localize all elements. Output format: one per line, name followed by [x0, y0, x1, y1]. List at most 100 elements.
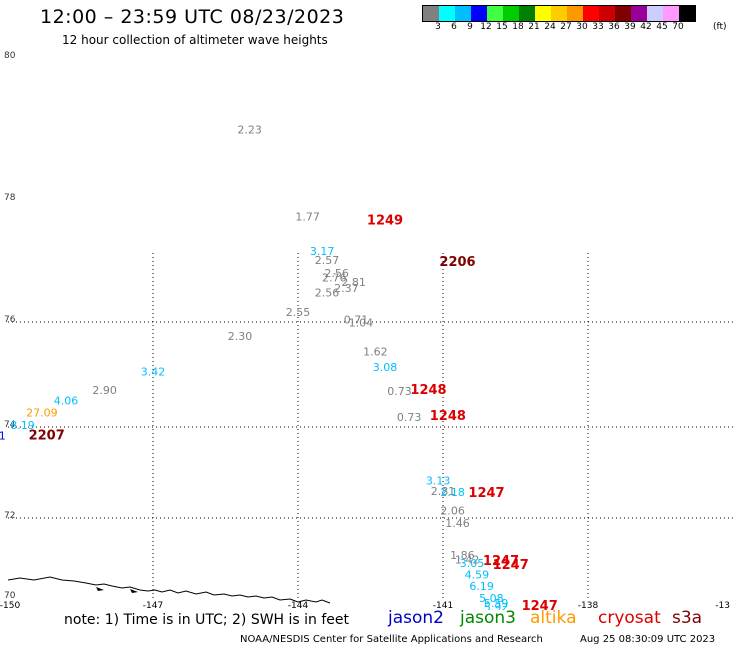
latitude-tick-label: 76: [4, 315, 16, 325]
wave-height-value: 2.81: [431, 485, 456, 498]
color-scale-tick-label: 70: [672, 22, 684, 32]
color-swatch: [679, 6, 695, 21]
pass-time-label: 1247: [483, 554, 519, 569]
pass-time-label: 2207: [29, 429, 65, 444]
wave-height-value: 1.46: [445, 517, 470, 530]
color-swatch: [487, 6, 503, 21]
color-scale-tick-label: 39: [624, 22, 636, 32]
wave-height-value: 2.37: [334, 282, 359, 295]
wave-height-value: 2.76: [322, 272, 347, 285]
color-scale-tick-label: 21: [528, 22, 540, 32]
longitude-tick-label: -147: [143, 601, 163, 610]
footnote: note: 1) Time is in UTC; 2) SWH is in fe…: [64, 612, 350, 628]
color-scale-unit: (ft): [713, 22, 727, 32]
color-swatch: [631, 6, 647, 21]
pass-time-label: 1249: [367, 213, 403, 228]
pass-time-label: 1247: [522, 599, 558, 610]
wave-height-value: 4.06: [54, 394, 79, 407]
axis-labels: 80 78 76 74 72 70-150 -147 -144 -141 -138 -13: [0, 51, 730, 610]
wave-height-value: 6.19: [469, 580, 494, 593]
color-scale-tick-label: 30: [576, 22, 588, 32]
color-swatch: [615, 6, 631, 21]
wave-height-value: 1.62: [363, 346, 388, 359]
wave-height-value: 2.90: [92, 384, 117, 397]
color-swatch: [535, 6, 551, 21]
pass-time-label: 1247: [468, 486, 504, 501]
wave-height-value: 2.06: [440, 504, 465, 517]
latitude-tick-label: 70: [4, 591, 16, 601]
wave-height-value: 5.59: [484, 597, 509, 610]
color-scale-tick-label: 27: [560, 22, 572, 32]
wave-height-value: 3.13: [426, 474, 451, 487]
wave-height-value: 0.73: [387, 385, 412, 398]
credit-line: NOAA/NESDIS Center for Satellite Applica…: [240, 634, 543, 645]
color-swatch: [439, 6, 455, 21]
wave-height-value: 0.71: [344, 314, 369, 327]
wave-height-value: 3.05: [460, 557, 485, 570]
color-swatch: [455, 6, 471, 21]
wave-height-value: 1.04: [349, 317, 374, 330]
latitude-tick-label: 72: [4, 511, 15, 521]
color-scale-tick-label: 15: [496, 22, 508, 32]
longitude-tick-label: -138: [578, 601, 599, 610]
wave-height-value: 27.09: [26, 407, 58, 420]
wave-height-value: 5.08: [479, 592, 504, 605]
latitude-tick-label: 78: [4, 193, 16, 203]
color-swatch: [551, 6, 567, 21]
latitude-tick-label: 74: [4, 420, 16, 430]
legend-entry-altika: altika: [530, 608, 577, 628]
color-swatch: [519, 6, 535, 21]
longitude-tick-label: -144: [288, 601, 309, 610]
wave-height-value: 2.55: [286, 306, 311, 319]
color-swatch: [503, 6, 519, 21]
color-scale-tick-label: 6: [451, 22, 457, 32]
pass-time-label: 2206: [439, 255, 475, 270]
legend-entry-jason3: jason3: [460, 608, 516, 628]
color-scale-tick-label: 24: [544, 22, 556, 32]
wave-height-values: 2.231.773.172.572.562.762.812.372.562.55…: [0, 123, 509, 610]
wave-height-value: 0.73: [397, 411, 422, 424]
wave-height-value: 1.42: [455, 554, 480, 567]
color-scale-tick-label: 42: [640, 22, 652, 32]
pass-time-label: 1248: [430, 409, 466, 424]
wave-height-value: 2.81: [341, 276, 366, 289]
lat-lon-grid: [8, 253, 733, 598]
wave-height-value: 2.56: [315, 286, 340, 299]
color-swatch: [567, 6, 583, 21]
wave-height-value: 1.77: [295, 211, 320, 224]
color-scale-tick-label: 33: [592, 22, 604, 32]
color-scale-tick-label: 45: [656, 22, 668, 32]
color-swatch: [423, 6, 439, 21]
coastline-island: [130, 589, 138, 593]
wave-height-value: 3.17: [310, 245, 335, 258]
wave-height-value: 8.19: [10, 419, 35, 432]
color-swatch: [663, 6, 679, 21]
wave-height-value: 2.30: [228, 330, 253, 343]
longitude-tick-label: -150: [0, 601, 20, 610]
wave-height-map: 80 78 76 74 72 70-150 -147 -144 -141 -138 -13 2.23…: [0, 51, 733, 610]
wave-height-value: 3.42: [141, 366, 166, 379]
wave-height-value: 1.86: [450, 549, 475, 562]
wave-height-value: 3.08: [373, 361, 398, 374]
generated-timestamp: Aug 25 08:30:09 UTC 2023: [580, 634, 716, 645]
color-scale-tick-label: 36: [608, 22, 620, 32]
color-swatch: [471, 6, 487, 21]
longitude-tick-label: -13: [715, 601, 730, 610]
legend-entry-jason2: jason2: [388, 608, 444, 628]
color-scale-tick-label: 12: [480, 22, 492, 32]
color-swatch: [647, 6, 663, 21]
color-swatch: [583, 6, 599, 21]
wave-height-value: 9.71: [0, 430, 6, 443]
color-swatch: [599, 6, 615, 21]
color-scale-tick-label: 18: [512, 22, 524, 32]
legend-entry-s3a: s3a: [672, 608, 703, 628]
color-scale-tick-label: 3: [435, 22, 441, 32]
wave-height-value: 2.57: [315, 254, 340, 267]
coastline: [7, 576, 331, 604]
wave-height-value: 2.56: [324, 267, 349, 280]
wave-height-value: 2.18: [440, 486, 465, 499]
legend-entry-cryosat: cryosat: [598, 608, 661, 628]
latitude-tick-label: 80: [4, 51, 16, 61]
coastline-island: [96, 587, 104, 591]
wave-height-value: 2.23: [237, 123, 262, 136]
